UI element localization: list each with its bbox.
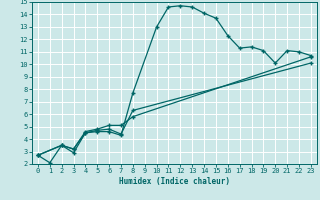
X-axis label: Humidex (Indice chaleur): Humidex (Indice chaleur) bbox=[119, 177, 230, 186]
